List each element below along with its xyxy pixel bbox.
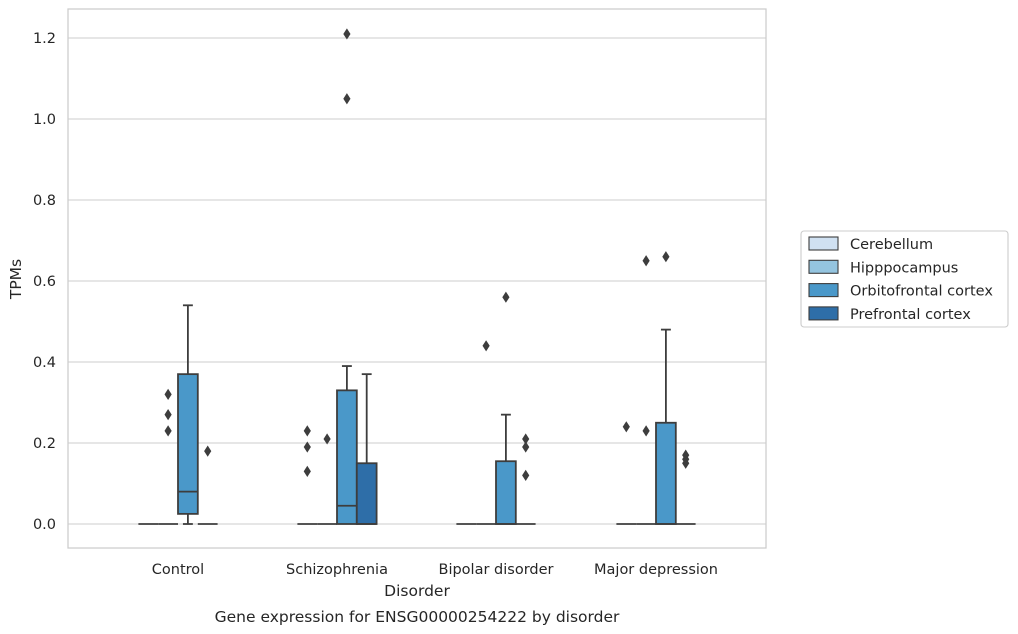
outlier-point xyxy=(164,409,172,421)
y-tick-label: 1.0 xyxy=(33,112,56,128)
outlier-point xyxy=(522,433,530,445)
x-axis-label: Disorder xyxy=(384,582,450,600)
box-marks xyxy=(138,28,696,525)
box-3-2 xyxy=(515,433,536,525)
y-tick-label: 0.0 xyxy=(33,517,56,533)
x-tick-label: Bipolar disorder xyxy=(439,562,554,578)
outlier-point xyxy=(642,255,650,267)
outlier-point xyxy=(642,425,650,437)
outlier-point xyxy=(662,251,670,263)
x-tick-label: Schizophrenia xyxy=(286,562,388,578)
outlier-point xyxy=(164,425,172,437)
legend-swatch xyxy=(808,236,839,251)
outlier-point xyxy=(343,28,351,40)
box-3-3 xyxy=(675,449,696,525)
box-body xyxy=(495,460,517,525)
outlier-point xyxy=(622,421,630,433)
outlier-point xyxy=(502,291,510,303)
box-0-1 xyxy=(297,425,318,525)
legend-label: Hipppocampus xyxy=(850,260,958,276)
legend-swatch xyxy=(808,306,839,321)
outlier-point xyxy=(522,441,530,453)
box-0-3 xyxy=(616,421,637,525)
legend-label: Cerebellum xyxy=(850,237,933,253)
plot-area-frame xyxy=(67,8,767,549)
y-tick-label: 0.6 xyxy=(33,274,56,290)
box-1-0 xyxy=(158,388,178,525)
box-2-3 xyxy=(655,251,677,525)
legend-frame xyxy=(800,230,1009,328)
legend-label: Orbitofrontal cortex xyxy=(850,284,993,300)
box-1-2 xyxy=(476,340,496,525)
outlier-point xyxy=(323,433,331,445)
outlier-point xyxy=(303,441,311,453)
outlier-point xyxy=(204,445,212,457)
outlier-point xyxy=(482,340,490,352)
outlier-point xyxy=(164,388,172,400)
legend-swatch xyxy=(808,259,839,274)
outlier-point xyxy=(303,425,311,437)
outlier-point xyxy=(522,469,530,481)
box-body xyxy=(177,373,199,515)
box-body xyxy=(336,389,358,525)
box-body xyxy=(355,462,378,525)
outlier-point xyxy=(682,457,690,469)
y-tick-label: 1.2 xyxy=(33,31,56,47)
box-3-0 xyxy=(197,445,218,525)
x-tick-label: Control xyxy=(152,562,204,578)
outlier-point xyxy=(303,465,311,477)
box-body xyxy=(655,421,677,525)
y-tick-label: 0.4 xyxy=(33,355,56,371)
x-tick-label: Major depression xyxy=(594,562,718,578)
y-tick-label: 0.2 xyxy=(33,436,56,452)
y-axis-ticks: 0.0 0.2 0.4 0.6 0.8 1.0 1.2 xyxy=(33,31,56,533)
legend-label: Prefrontal cortex xyxy=(850,307,971,323)
y-tick-label: 0.8 xyxy=(33,193,56,209)
box-2-2 xyxy=(495,291,517,525)
box-1-3 xyxy=(636,255,656,525)
legend: Cerebellum Hipppocampus Orbitofrontal cort… xyxy=(800,230,1009,328)
box-1-1 xyxy=(317,433,337,525)
outlier-point xyxy=(343,93,351,105)
x-axis-ticks: Control Schizophrenia Bipolar disorder Majo… xyxy=(152,562,718,578)
chart-caption: Gene expression for ENSG00000254222 by d… xyxy=(215,608,620,626)
box-2-0 xyxy=(177,304,199,525)
box-3-1 xyxy=(355,373,378,525)
box-2-1 xyxy=(336,28,358,525)
y-axis-label: TPMs xyxy=(7,259,25,300)
legend-swatch xyxy=(808,283,839,298)
